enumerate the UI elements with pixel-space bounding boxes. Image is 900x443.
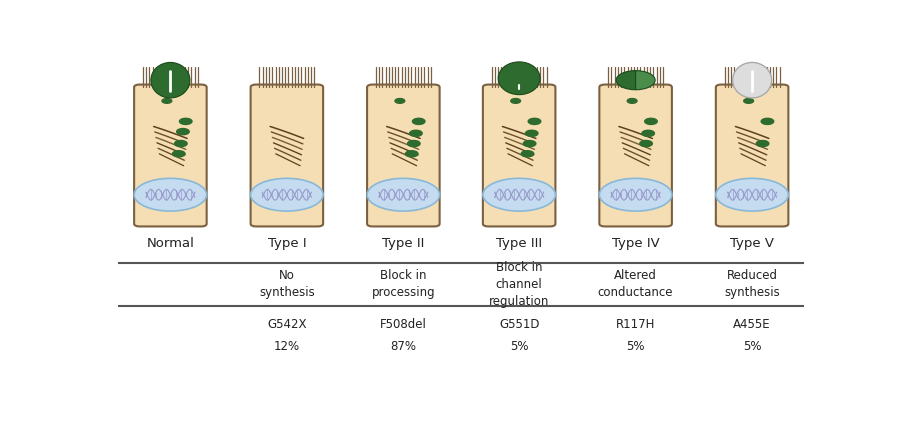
- Text: Reduced
synthesis: Reduced synthesis: [724, 269, 780, 299]
- Text: Altered
conductance: Altered conductance: [598, 269, 673, 299]
- FancyBboxPatch shape: [134, 85, 207, 226]
- Text: R117H: R117H: [616, 318, 655, 331]
- Circle shape: [176, 128, 189, 135]
- Circle shape: [406, 151, 418, 157]
- Circle shape: [412, 118, 425, 124]
- FancyBboxPatch shape: [483, 85, 555, 226]
- Text: A455E: A455E: [734, 318, 771, 331]
- Circle shape: [511, 98, 520, 103]
- Circle shape: [162, 98, 172, 103]
- Text: F508del: F508del: [380, 318, 427, 331]
- Text: 12%: 12%: [274, 340, 300, 353]
- FancyBboxPatch shape: [367, 85, 439, 226]
- Circle shape: [528, 118, 541, 124]
- Circle shape: [408, 140, 420, 147]
- Ellipse shape: [716, 179, 788, 211]
- Wedge shape: [635, 70, 655, 90]
- Text: 87%: 87%: [391, 340, 417, 353]
- Text: Type IV: Type IV: [612, 237, 660, 250]
- Text: Normal: Normal: [147, 237, 194, 250]
- FancyBboxPatch shape: [250, 85, 323, 226]
- Circle shape: [627, 98, 637, 103]
- Text: Type V: Type V: [730, 237, 774, 250]
- Ellipse shape: [134, 179, 207, 211]
- Text: G542X: G542X: [267, 318, 307, 331]
- Ellipse shape: [483, 179, 555, 211]
- Circle shape: [395, 98, 405, 103]
- Circle shape: [175, 140, 187, 147]
- Ellipse shape: [733, 62, 771, 98]
- Text: Block in
channel
regulation: Block in channel regulation: [489, 261, 549, 308]
- Text: G551D: G551D: [499, 318, 539, 331]
- FancyBboxPatch shape: [716, 85, 788, 226]
- Text: Type I: Type I: [267, 237, 306, 250]
- Ellipse shape: [250, 179, 323, 211]
- Ellipse shape: [599, 179, 672, 211]
- Text: Block in
processing: Block in processing: [372, 269, 436, 299]
- Circle shape: [410, 130, 422, 136]
- Circle shape: [642, 130, 654, 136]
- Ellipse shape: [151, 62, 190, 98]
- Circle shape: [640, 140, 652, 147]
- Circle shape: [523, 140, 536, 147]
- Circle shape: [179, 118, 192, 124]
- Circle shape: [521, 151, 534, 157]
- Text: 5%: 5%: [742, 340, 761, 353]
- Text: Type III: Type III: [496, 237, 542, 250]
- Wedge shape: [616, 70, 635, 90]
- Circle shape: [644, 118, 657, 124]
- Text: 5%: 5%: [626, 340, 645, 353]
- Text: 5%: 5%: [510, 340, 528, 353]
- Ellipse shape: [499, 62, 540, 95]
- Text: Type II: Type II: [382, 237, 425, 250]
- Circle shape: [761, 118, 774, 124]
- Circle shape: [526, 130, 538, 136]
- Text: No
synthesis: No synthesis: [259, 269, 315, 299]
- FancyBboxPatch shape: [599, 85, 672, 226]
- Circle shape: [756, 140, 769, 147]
- Circle shape: [743, 98, 753, 103]
- Ellipse shape: [367, 179, 439, 211]
- Circle shape: [173, 151, 185, 157]
